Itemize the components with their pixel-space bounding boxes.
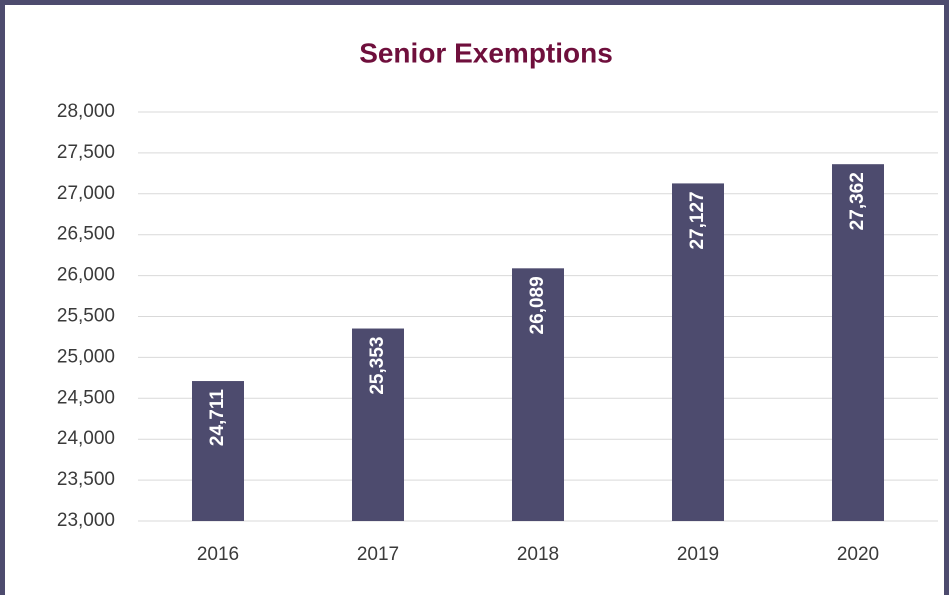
y-tick-label: 24,000 bbox=[57, 428, 115, 449]
data-label: 27,362 bbox=[847, 172, 868, 230]
y-tick-label: 26,500 bbox=[57, 224, 115, 245]
x-tick-label: 2020 bbox=[837, 544, 879, 565]
data-label: 26,089 bbox=[527, 276, 548, 334]
bar bbox=[512, 268, 564, 521]
bar bbox=[352, 328, 404, 521]
x-tick-label: 2017 bbox=[357, 544, 399, 565]
y-tick-label: 24,500 bbox=[57, 387, 115, 408]
x-tick-label: 2018 bbox=[517, 544, 559, 565]
chart-title: Senior Exemptions bbox=[359, 37, 613, 68]
y-tick-label: 25,000 bbox=[57, 346, 115, 367]
y-tick-label: 27,000 bbox=[57, 183, 115, 204]
x-tick-label: 2016 bbox=[197, 544, 239, 565]
data-label: 25,353 bbox=[367, 337, 388, 395]
x-tick-label: 2019 bbox=[677, 544, 719, 565]
data-label: 24,711 bbox=[207, 389, 228, 446]
y-tick-label: 27,500 bbox=[57, 142, 115, 163]
y-tick-label: 23,000 bbox=[57, 510, 115, 531]
y-tick-label: 25,500 bbox=[57, 306, 115, 327]
y-tick-label: 28,000 bbox=[57, 101, 115, 122]
data-label: 27,127 bbox=[687, 191, 708, 249]
y-tick-label: 26,000 bbox=[57, 265, 115, 286]
bar bbox=[672, 183, 724, 521]
y-tick-label: 23,500 bbox=[57, 469, 115, 490]
bar bbox=[832, 164, 884, 521]
bar bbox=[192, 381, 244, 521]
